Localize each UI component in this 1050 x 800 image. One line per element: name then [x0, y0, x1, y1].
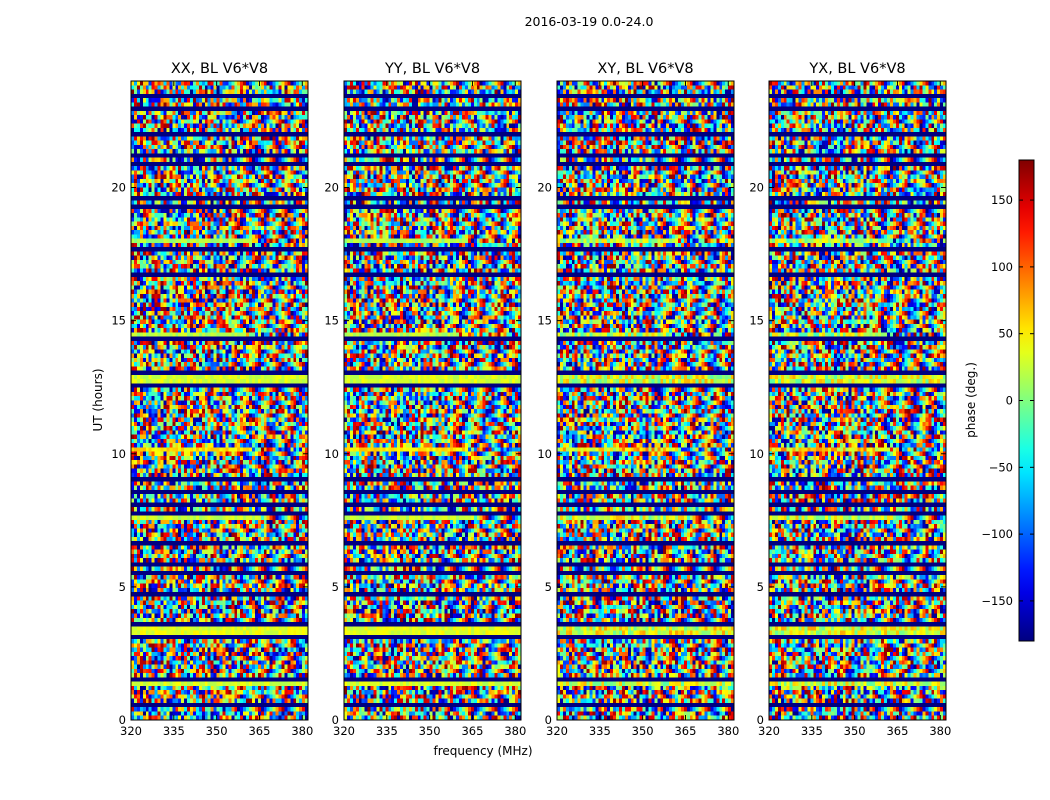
y-tick-label: 5 [119, 580, 126, 594]
panel-2: XY, BL V6*V8 320 335 350 365 380 0 5 10 15 20 [537, 61, 739, 738]
y-tick-label: 10 [324, 447, 339, 461]
x-tick-label: 335 [163, 724, 185, 738]
heatmap-image [769, 81, 946, 720]
figure-suptitle: 2016-03-19 0.0-24.0 [525, 14, 654, 29]
x-tick-label: 380 [291, 724, 313, 738]
panel-frame [130, 80, 309, 721]
y-tick-label: 20 [111, 181, 126, 195]
y-axis-label: UT (hours) [91, 368, 105, 431]
x-tick-label: 350 [419, 724, 441, 738]
y-tick-label: 15 [749, 314, 764, 328]
colorbar: 150 100 50 0 −50 −100 −150 [981, 159, 1035, 642]
x-tick-label: 320 [546, 724, 568, 738]
panel-3: YX, BL V6*V8 320 335 350 365 380 0 5 10 15 20 [749, 61, 951, 738]
y-tick-label: 15 [111, 314, 126, 328]
x-tick-label: 365 [674, 724, 696, 738]
x-tick-label: 350 [632, 724, 654, 738]
x-tick-label: 380 [717, 724, 739, 738]
panel-0: XX, BL V6*V8 320 335 350 365 380 0 5 10 15 20 [111, 61, 313, 738]
y-tick-label: 0 [757, 713, 764, 727]
heatmap-image [557, 81, 734, 720]
y-tick-label: 10 [537, 447, 552, 461]
heatmap-image [131, 81, 308, 720]
y-tick-label: 20 [324, 181, 339, 195]
x-tick-label: 320 [758, 724, 780, 738]
x-tick-label: 335 [589, 724, 611, 738]
colorbar-tick-label: 50 [998, 327, 1013, 341]
colorbar-tick-label: −100 [981, 527, 1013, 541]
y-tick-label: 20 [749, 181, 764, 195]
x-tick-label: 350 [844, 724, 866, 738]
y-tick-label: 10 [111, 447, 126, 461]
y-tick-label: 5 [757, 580, 764, 594]
y-tick-label: 0 [119, 713, 126, 727]
x-tick-label: 320 [333, 724, 355, 738]
y-tick-label: 0 [545, 713, 552, 727]
y-tick-label: 20 [537, 181, 552, 195]
x-axis-label: frequency (MHz) [433, 744, 532, 758]
x-tick-label: 380 [504, 724, 526, 738]
panel-title: YX, BL V6*V8 [808, 61, 905, 77]
panel-frame [556, 80, 735, 721]
y-tick-label: 15 [324, 314, 339, 328]
panel-frame [768, 80, 947, 721]
y-tick-label: 10 [749, 447, 764, 461]
colorbar-label: phase (deg.) [964, 362, 978, 438]
x-tick-label: 335 [376, 724, 398, 738]
x-tick-label: 320 [120, 724, 142, 738]
x-tick-label: 335 [801, 724, 823, 738]
panel-frame [343, 80, 522, 721]
y-tick-label: 5 [545, 580, 552, 594]
x-tick-label: 365 [248, 724, 270, 738]
colorbar-tick-label: 100 [991, 260, 1013, 274]
x-tick-label: 350 [206, 724, 228, 738]
x-tick-label: 380 [929, 724, 951, 738]
colorbar-tick-label: −50 [989, 460, 1013, 474]
heatmap-image [344, 81, 521, 720]
panel-title: XX, BL V6*V8 [171, 61, 268, 77]
panel-1: YY, BL V6*V8 320 335 350 365 380 0 5 10 15 20 [324, 61, 526, 738]
colorbar-tick-label: 0 [1006, 394, 1013, 408]
y-tick-label: 0 [332, 713, 339, 727]
y-tick-label: 15 [537, 314, 552, 328]
x-tick-label: 365 [886, 724, 908, 738]
panel-title: YY, BL V6*V8 [384, 61, 480, 77]
colorbar-tick-label: 150 [991, 193, 1013, 207]
y-tick-label: 5 [332, 580, 339, 594]
x-tick-label: 365 [461, 724, 483, 738]
colorbar-tick-label: −150 [981, 594, 1013, 608]
panel-title: XY, BL V6*V8 [597, 61, 693, 77]
